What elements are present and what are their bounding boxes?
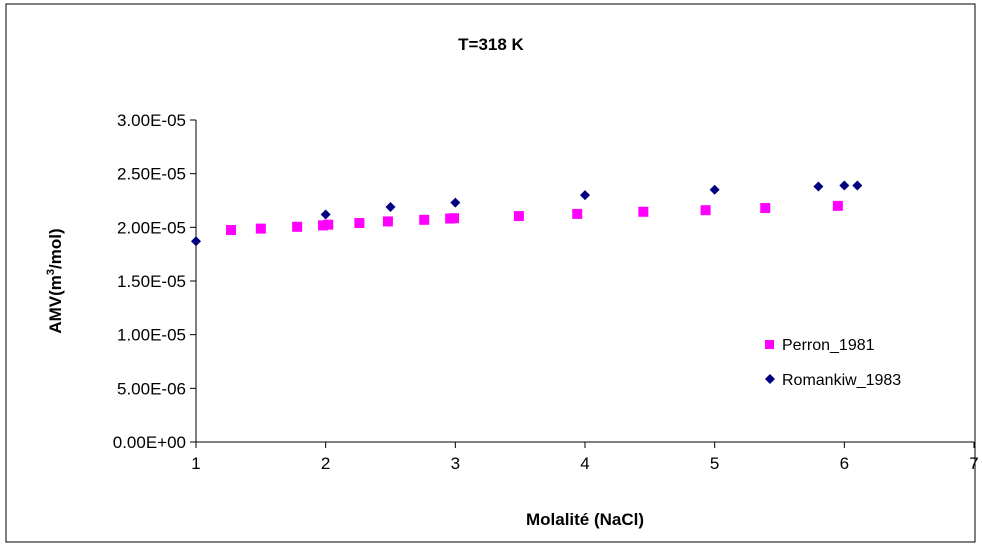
series-romankiw_1983 (191, 180, 863, 247)
data-point-perron_1981 (700, 205, 711, 216)
data-point-romankiw_1983 (320, 209, 331, 220)
data-point-romankiw_1983 (385, 201, 396, 212)
y-tick-label: 2.00E-05 (117, 218, 186, 237)
data-point-romankiw_1983 (450, 197, 461, 208)
chart-border (5, 3, 976, 543)
x-tick-label: 2 (321, 454, 330, 473)
y-axis-title-main: AMV(m (46, 275, 65, 334)
data-point-perron_1981 (572, 208, 583, 219)
data-point-perron_1981 (323, 219, 334, 230)
data-point-perron_1981 (354, 218, 365, 229)
legend-marker-romankiw (765, 374, 775, 384)
data-point-romankiw_1983 (709, 184, 720, 195)
legend: Perron_1981 Romankiw_1983 (765, 337, 901, 389)
data-point-romankiw_1983 (839, 180, 850, 191)
data-point-romankiw_1983 (813, 181, 824, 192)
y-axis-title-tail: /mol) (46, 228, 65, 269)
data-point-perron_1981 (449, 213, 460, 224)
series-layer (191, 180, 863, 247)
y-tick-label: 1.50E-05 (117, 272, 186, 291)
data-point-perron_1981 (419, 214, 430, 225)
legend-marker-perron (765, 340, 774, 349)
y-tick-label: 3.00E-05 (117, 111, 186, 130)
x-tick-label: 4 (580, 454, 589, 473)
x-tick-label: 5 (710, 454, 719, 473)
data-point-perron_1981 (513, 211, 524, 222)
y-tick-label: 2.50E-05 (117, 165, 186, 184)
y-axis-title: AMV(m3/mol) (45, 228, 65, 333)
data-point-perron_1981 (292, 221, 303, 232)
data-point-romankiw_1983 (580, 190, 590, 201)
data-point-perron_1981 (760, 203, 771, 214)
x-axis-ticks: 1 2 3 4 5 6 7 (191, 442, 979, 473)
data-point-romankiw_1983 (191, 236, 201, 247)
x-tick-label: 3 (451, 454, 460, 473)
y-tick-label: 1.00E-05 (117, 326, 186, 345)
legend-label-perron: Perron_1981 (782, 337, 875, 354)
data-point-perron_1981 (638, 206, 649, 217)
data-point-perron_1981 (318, 220, 329, 231)
y-axis-title-superscript: 3 (45, 269, 57, 275)
y-axis-ticks: 0.00E+00 5.00E-06 1.00E-05 1.50E-05 2.00E-05… (113, 111, 196, 452)
y-tick-label: 0.00E+00 (113, 433, 186, 452)
chart-title: T=318 K (458, 35, 524, 54)
y-tick-label: 5.00E-06 (117, 379, 186, 398)
series-perron_1981 (226, 200, 843, 236)
data-point-perron_1981 (226, 225, 237, 236)
data-point-romankiw_1983 (852, 180, 863, 191)
data-point-perron_1981 (255, 223, 266, 234)
x-axis-title: Molalité (NaCl) (526, 510, 644, 529)
x-tick-label: 6 (840, 454, 849, 473)
data-point-perron_1981 (832, 200, 843, 211)
data-point-perron_1981 (382, 216, 393, 227)
x-tick-label: 7 (969, 454, 978, 473)
x-tick-label: 1 (191, 454, 200, 473)
legend-label-romankiw: Romankiw_1983 (782, 372, 901, 389)
